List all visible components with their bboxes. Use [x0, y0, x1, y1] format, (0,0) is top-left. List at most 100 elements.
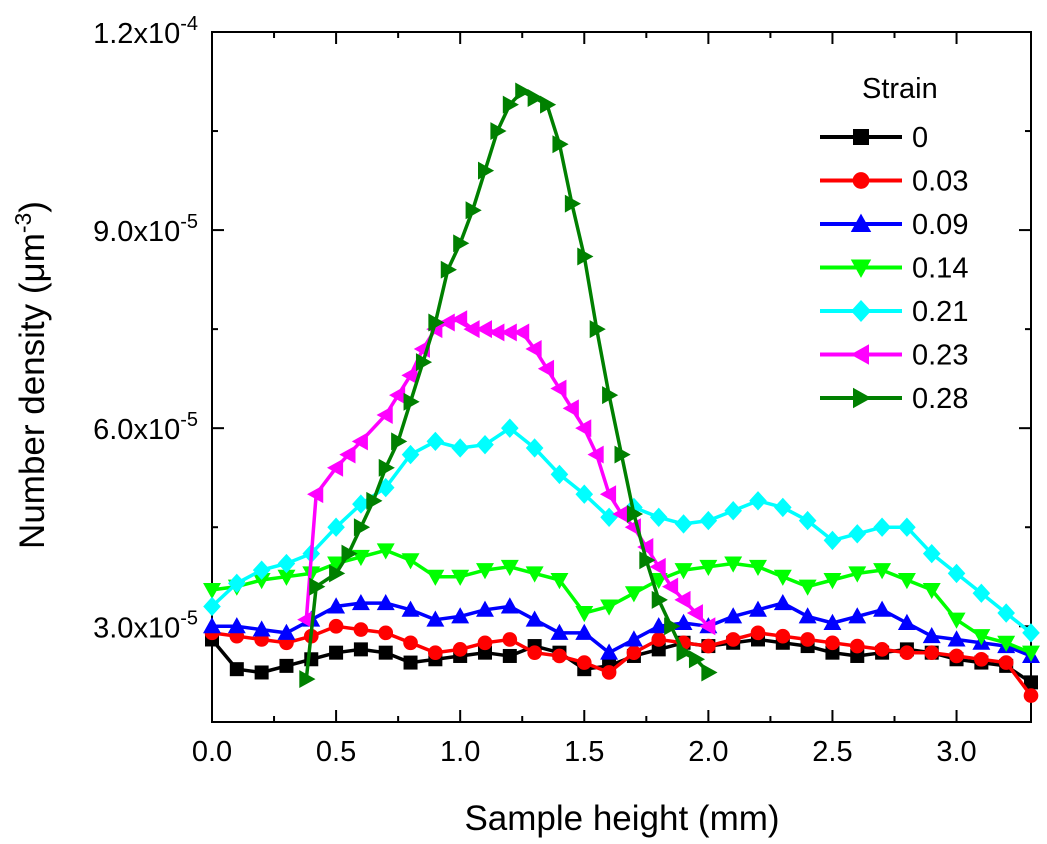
data-point	[327, 517, 345, 537]
y-tick-exponent: -5	[180, 409, 198, 431]
data-point	[341, 544, 358, 563]
data-point	[351, 549, 370, 567]
legend: Strain 0 0.03 0.09 0.14 0.21 0.23 0.28	[820, 73, 968, 415]
data-point	[649, 617, 668, 634]
legend-marker	[853, 387, 872, 409]
data-point	[552, 648, 567, 664]
data-point	[540, 95, 557, 114]
data-point	[339, 445, 356, 464]
series-line	[211, 624, 1033, 697]
data-point	[378, 458, 395, 477]
data-point	[562, 399, 579, 418]
data-point	[525, 438, 544, 458]
data-point	[451, 607, 470, 624]
data-point	[664, 617, 681, 636]
data-point	[490, 122, 507, 141]
data-point	[874, 642, 890, 657]
data-point	[626, 645, 642, 660]
data-point	[626, 505, 644, 523]
y-tick-mantissa: 6.0x10	[93, 414, 180, 446]
data-point	[699, 617, 716, 636]
y-axis-title-main: Number density (μm	[13, 233, 52, 549]
data-point	[649, 507, 668, 527]
data-point	[453, 234, 470, 253]
plot-frame	[211, 31, 1032, 723]
data-point	[848, 524, 867, 544]
data-point	[502, 95, 519, 114]
series-0.28	[299, 82, 718, 689]
data-point	[252, 620, 271, 637]
data-point	[403, 635, 418, 651]
legend-marker	[850, 213, 872, 232]
data-point	[351, 593, 370, 611]
legend-item: 0.14	[820, 253, 968, 285]
data-point	[600, 599, 619, 616]
data-point	[997, 635, 1016, 652]
x-tick-label: 1.5	[564, 736, 604, 768]
data-point	[564, 194, 582, 213]
data-point	[897, 613, 916, 630]
data-point	[823, 613, 842, 630]
data-point	[624, 630, 643, 647]
data-point	[823, 530, 842, 551]
data-point	[575, 623, 594, 640]
data-point	[476, 600, 494, 617]
y-axis-title-superscript: -3	[10, 213, 36, 233]
data-point	[922, 543, 941, 564]
data-point	[203, 617, 221, 634]
data-point	[550, 464, 569, 485]
y-axis: 3.0x10-56.0x10-59.0x10-51.2x10-4	[93, 13, 1031, 644]
data-point	[724, 607, 743, 624]
data-point	[552, 135, 569, 154]
data-point	[601, 665, 617, 680]
data-point	[277, 623, 296, 640]
data-point	[500, 597, 519, 614]
data-point	[475, 320, 492, 339]
legend-label: 0.21	[912, 296, 968, 328]
data-point	[974, 651, 989, 667]
data-point	[997, 603, 1015, 623]
x-tick-label: 2.5	[812, 736, 852, 768]
data-point	[525, 610, 544, 627]
y-tick-exponent: -5	[180, 211, 198, 233]
data-point	[428, 645, 443, 660]
data-point	[649, 557, 666, 576]
legend-marker	[850, 299, 872, 323]
data-point	[699, 510, 718, 531]
data-point	[674, 590, 691, 609]
y-tick-mantissa: 1.2x10	[93, 18, 180, 50]
data-point	[403, 655, 418, 670]
data-point	[351, 432, 368, 451]
x-tick-label: 0.5	[316, 736, 356, 768]
data-point	[897, 573, 916, 590]
legend-label: 0	[912, 122, 928, 154]
data-point	[525, 566, 544, 583]
data-point	[229, 662, 244, 677]
data-point	[674, 514, 693, 534]
data-point	[279, 658, 294, 673]
series-0.03	[204, 618, 1039, 703]
data-point	[899, 645, 915, 660]
data-point	[376, 405, 393, 424]
data-point	[798, 510, 817, 531]
data-point	[203, 596, 221, 617]
data-point	[277, 553, 296, 574]
data-point	[550, 573, 569, 590]
data-point	[898, 517, 916, 537]
data-point	[426, 569, 445, 586]
legend-item: 0.21	[820, 296, 968, 328]
data-point	[1022, 623, 1040, 643]
data-point	[502, 632, 518, 647]
data-point	[749, 600, 767, 617]
data-point	[428, 313, 445, 332]
data-point	[699, 559, 718, 576]
y-tick-label: 3.0x10-5	[93, 607, 198, 644]
data-point	[773, 593, 792, 611]
y-tick-label: 6.0x10-5	[93, 409, 198, 446]
y-tick-mantissa: 3.0x10	[93, 612, 180, 644]
data-point	[661, 577, 679, 596]
y-axis-title-suffix: )	[13, 201, 52, 213]
data-point	[378, 645, 393, 660]
legend-item: 0.09	[820, 209, 968, 241]
series-line	[212, 601, 1032, 658]
